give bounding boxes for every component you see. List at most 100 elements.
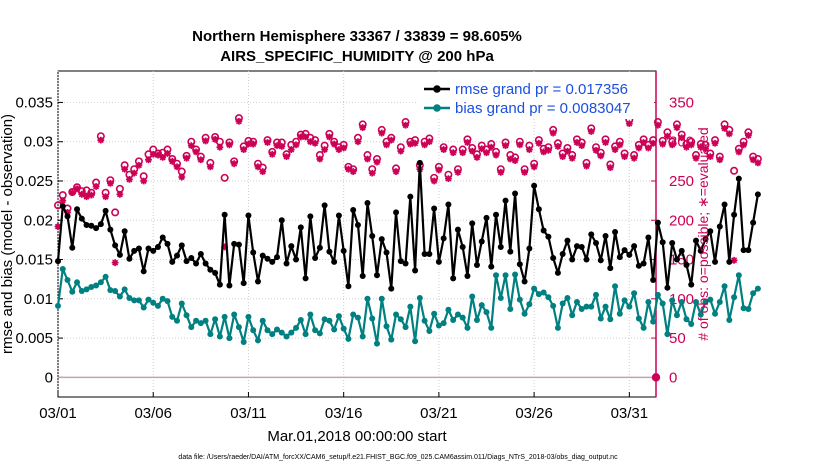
rmse-point xyxy=(740,247,747,254)
bias-point xyxy=(745,306,752,313)
obs-evaluated-marker xyxy=(106,179,114,187)
rmse-point xyxy=(316,244,323,251)
rmse-point xyxy=(188,254,195,261)
y-tick-label: 0.035 xyxy=(15,94,53,111)
obs-evaluated-marker xyxy=(387,136,395,144)
rmse-point xyxy=(502,197,509,204)
bias-point xyxy=(55,302,61,309)
rmse-point xyxy=(250,249,257,256)
obs-evaluated-marker xyxy=(611,146,619,153)
rmse-point xyxy=(621,247,628,254)
obs-evaluated-marker xyxy=(535,139,543,147)
bias-point xyxy=(569,312,576,319)
rmse-point xyxy=(216,281,223,288)
rmse-point xyxy=(626,251,633,258)
obs-evaluated-marker xyxy=(740,141,748,149)
obs-evaluated-marker xyxy=(321,146,329,153)
obs-evaluated-marker xyxy=(630,154,638,162)
obs-evaluated-marker xyxy=(254,163,262,171)
rmse-point xyxy=(340,247,347,254)
obs-evaluated-marker xyxy=(102,193,110,201)
bias-point xyxy=(573,298,580,305)
obs-evaluated-marker xyxy=(211,135,219,143)
rmse-point xyxy=(550,254,557,261)
rmse-point xyxy=(169,258,176,265)
bias-point xyxy=(707,296,714,303)
obs-evaluated-marker xyxy=(725,130,733,138)
rmse-point xyxy=(288,243,295,250)
y-axis-label: rmse and bias (model - observation) xyxy=(0,114,16,354)
bias-point xyxy=(235,324,242,331)
obs-evaluated-marker xyxy=(564,147,571,155)
bias-point xyxy=(93,282,100,289)
rmse-point xyxy=(459,243,466,250)
bias-point xyxy=(102,273,109,280)
rmse-point xyxy=(55,258,61,265)
obs-evaluated-marker xyxy=(168,157,176,165)
rmse-point xyxy=(231,240,238,247)
obs-evaluated-marker xyxy=(259,168,267,175)
bias-point xyxy=(554,324,561,331)
obs-evaluated-marker xyxy=(378,129,386,137)
rmse-point xyxy=(754,191,761,198)
bias-point xyxy=(483,309,490,316)
rmse-point xyxy=(540,227,547,234)
rmse-point xyxy=(545,233,552,240)
bias-point xyxy=(383,323,390,330)
bias-point xyxy=(664,331,671,338)
bias-point xyxy=(288,329,295,336)
obs-evaluated-marker xyxy=(235,117,243,125)
rmse-point xyxy=(712,258,719,265)
bias-point xyxy=(274,326,281,333)
bias-point xyxy=(688,320,695,327)
obs-evaluated-marker xyxy=(87,191,95,199)
rmse-point xyxy=(516,261,523,268)
obs-evaluated-marker xyxy=(130,169,138,177)
obs-evaluated-marker xyxy=(530,163,538,171)
obs-evaluated-marker xyxy=(306,138,314,146)
data-file-footnote: data file: /Users/raeder/DAI/ATM_forcXX/… xyxy=(178,454,618,461)
rmse-point xyxy=(654,219,661,226)
bias-point xyxy=(593,291,600,298)
legend-rmse-label: rmse grand pr = 0.017356 xyxy=(455,81,628,98)
bias-point xyxy=(283,333,290,340)
bias-point xyxy=(526,301,533,308)
bias-point xyxy=(731,294,738,301)
bias-point xyxy=(154,302,161,309)
bias-point xyxy=(502,272,509,279)
x-tick-label: 03/11 xyxy=(230,405,266,422)
obs-evaluated-marker xyxy=(468,147,476,155)
obs-evaluated-marker xyxy=(216,143,224,151)
y-tick-label: 0.02 xyxy=(24,212,53,229)
x-tick-label: 03/01 xyxy=(39,405,77,422)
bias-series xyxy=(55,265,761,347)
bias-point xyxy=(645,298,652,305)
bias-point xyxy=(412,338,419,345)
obs-evaluated-marker xyxy=(97,136,105,144)
x-axis-label: Mar.01,2018 00:00:00 start xyxy=(267,428,447,445)
rmse-point xyxy=(388,285,395,292)
obs-evaluated-marker xyxy=(402,121,409,129)
bias-point xyxy=(378,295,385,302)
rmse-point xyxy=(364,199,371,206)
bias-point xyxy=(126,295,133,302)
rmse-point xyxy=(107,226,114,233)
bias-point xyxy=(307,311,314,318)
rmse-point xyxy=(645,234,652,241)
bias-point xyxy=(97,279,104,286)
bias-point xyxy=(726,317,733,324)
rmse-point xyxy=(607,265,614,272)
obs-evaluated-marker xyxy=(478,145,486,153)
bias-point xyxy=(388,336,395,343)
plot-area xyxy=(57,70,657,398)
bias-point xyxy=(188,324,195,331)
rmse-point xyxy=(240,280,247,287)
bias-point xyxy=(702,298,709,305)
obs-evaluated-marker xyxy=(521,168,528,176)
obs-evaluated-marker xyxy=(487,143,495,151)
obs-evaluated-marker xyxy=(354,138,362,146)
obs-evaluated-marker xyxy=(349,168,357,175)
rmse-point xyxy=(526,245,533,252)
bias-point xyxy=(250,327,257,334)
obs-evaluated-marker xyxy=(383,141,390,149)
